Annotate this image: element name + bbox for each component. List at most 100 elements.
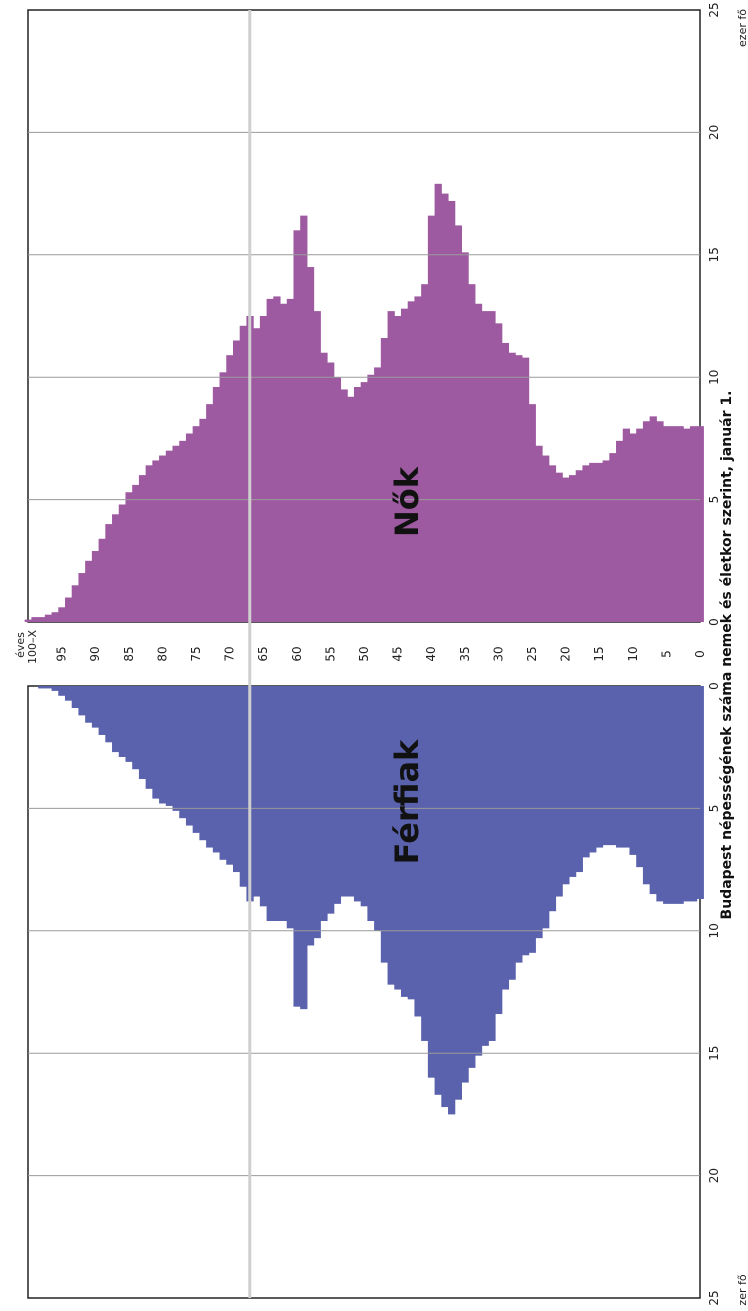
female-bar <box>280 303 288 622</box>
female-bar <box>400 308 409 622</box>
female-bar <box>595 462 604 622</box>
female-bar <box>548 465 557 622</box>
male-bar <box>313 686 321 939</box>
male-bar <box>71 686 79 709</box>
female-bar <box>555 472 563 622</box>
male-bar <box>78 686 86 716</box>
female-bar <box>320 352 328 622</box>
male-value-ticks: 0 5 10 15 20 25 <box>707 682 721 1305</box>
male-bar <box>367 686 375 922</box>
female-bar <box>508 352 516 622</box>
female-bar <box>468 284 476 622</box>
female-bar <box>407 301 415 622</box>
male-bar <box>112 686 120 753</box>
female-bar <box>266 298 274 622</box>
male-bar <box>226 686 234 865</box>
female-value-tick: 25 <box>707 2 721 17</box>
female-bar <box>562 477 570 622</box>
female-bar <box>64 597 73 622</box>
male-bar <box>636 686 644 868</box>
male-bar <box>595 686 604 848</box>
female-bar <box>542 455 550 622</box>
female-bar <box>387 311 395 622</box>
age-tick: 10 <box>626 646 640 661</box>
female-bar <box>219 372 227 622</box>
male-bar <box>286 686 294 929</box>
male-bar <box>407 686 415 1000</box>
female-bar <box>454 225 462 623</box>
female-bar <box>340 389 348 622</box>
female-bar <box>327 362 335 622</box>
male-bar <box>91 686 100 728</box>
female-bar <box>226 355 234 622</box>
female-bar <box>192 426 200 622</box>
male-bar <box>656 686 664 902</box>
female-bar <box>199 418 207 622</box>
male-bar <box>387 686 395 985</box>
male-bar <box>159 686 167 804</box>
female-bar <box>663 426 671 622</box>
age-tick-labels: 95 90 85 80 75 70 65 60 55 50 45 40 35 30 25 20 15 10 5 0 <box>55 646 707 661</box>
age-tick: 80 <box>155 646 169 661</box>
female-bar <box>683 428 691 622</box>
male-bar <box>616 686 624 848</box>
male-bar <box>689 686 698 902</box>
female-bar <box>414 296 422 622</box>
male-bar <box>333 686 342 904</box>
female-bar <box>313 311 321 622</box>
female-value-ticks: 0 5 10 15 20 25 <box>707 2 721 625</box>
female-bar <box>145 465 153 622</box>
male-bar <box>609 686 617 846</box>
female-bar <box>448 200 456 622</box>
female-bar <box>676 426 684 622</box>
female-bar <box>98 538 106 622</box>
female-bar <box>380 338 389 622</box>
chart-title: Budapest népességének száma nemek és éle… <box>719 391 735 920</box>
female-bar <box>239 325 247 622</box>
female-bar <box>300 215 308 622</box>
female-bar <box>152 460 160 622</box>
female-bar <box>575 470 583 622</box>
female-bar <box>528 404 536 622</box>
female-bar <box>159 455 167 622</box>
female-bar <box>616 440 624 622</box>
male-bar <box>441 686 449 1108</box>
male-bar <box>663 686 671 904</box>
male-bar <box>138 686 147 780</box>
female-bar <box>347 396 355 622</box>
female-bar <box>589 462 597 622</box>
female-bar <box>78 573 86 622</box>
male-bar <box>575 686 583 873</box>
male-bar <box>696 686 704 899</box>
male-bar <box>98 686 106 735</box>
female-bar <box>374 367 382 622</box>
male-bar <box>562 686 570 885</box>
female-bar <box>353 386 362 622</box>
male-bar <box>495 686 503 1015</box>
male-bar <box>427 686 436 1078</box>
age-tick: 85 <box>122 646 136 661</box>
male-bar <box>649 686 657 895</box>
male-bar <box>535 686 543 939</box>
age-tick: 50 <box>357 646 371 661</box>
male-bar <box>434 686 442 1095</box>
female-bar <box>91 551 100 622</box>
male-value-tick: 25 <box>707 1290 721 1305</box>
male-bar <box>85 686 93 723</box>
male-bar <box>118 686 126 757</box>
female-bar <box>535 445 543 622</box>
female-bar <box>259 316 268 622</box>
male-bar <box>51 686 59 691</box>
female-bar <box>421 284 429 622</box>
female-bar <box>461 252 469 622</box>
female-unit-label: ezer fő <box>736 9 748 47</box>
age-axis-top-label: 100–X <box>26 630 39 664</box>
male-bar <box>669 686 678 904</box>
male-panel: 0 5 10 15 20 25 Férfiak zer fő <box>27 682 748 1306</box>
male-bar <box>259 686 268 907</box>
male-bar <box>253 686 261 897</box>
female-series-label: Nők <box>388 466 426 537</box>
female-bar <box>636 428 644 622</box>
age-tick: 35 <box>458 646 472 661</box>
female-bar <box>669 426 678 622</box>
